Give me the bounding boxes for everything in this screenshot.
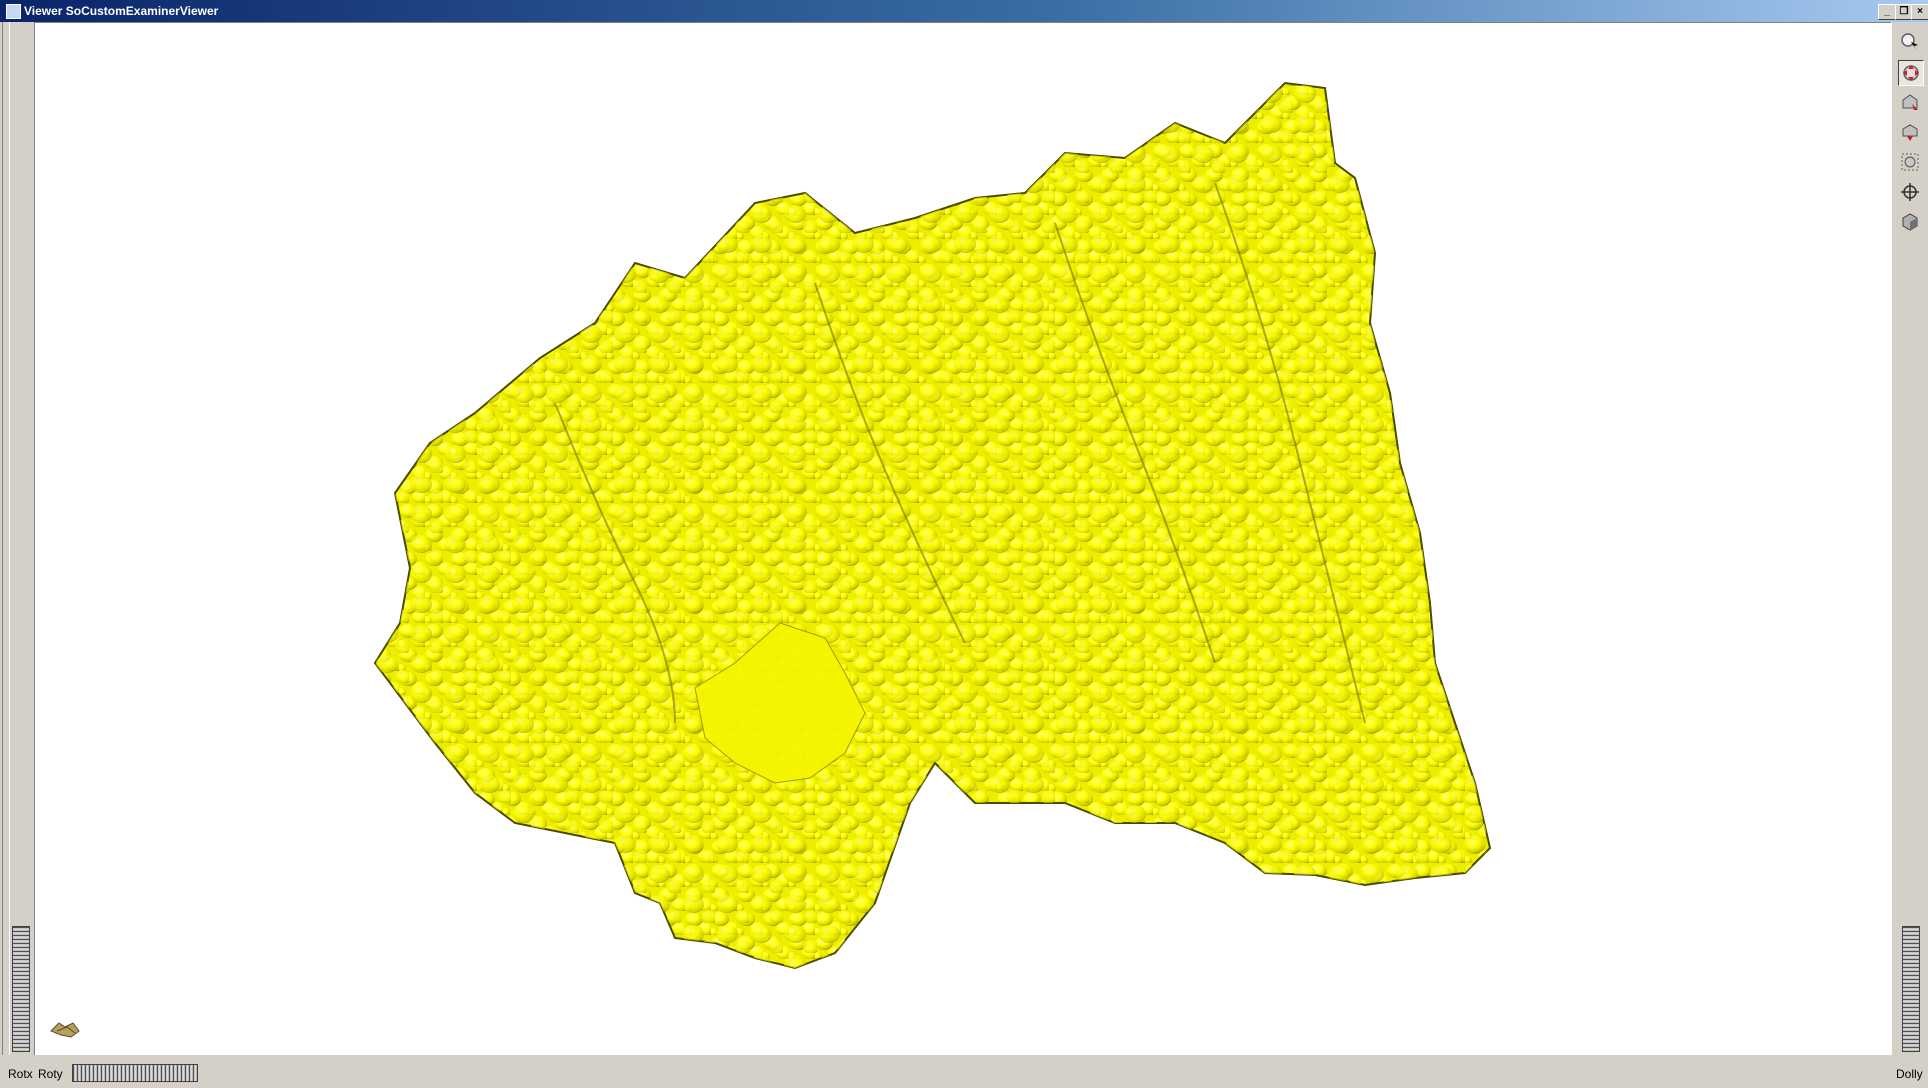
- left-panel-edge: [2, 22, 10, 1055]
- view-all-icon: [1901, 153, 1919, 171]
- roty-label: Roty: [38, 1067, 63, 1081]
- pick-mode-icon: [1901, 33, 1918, 51]
- home-button[interactable]: [1898, 90, 1922, 114]
- minimize-icon: _: [1884, 6, 1890, 17]
- restore-icon: ❐: [1899, 6, 1909, 17]
- close-icon: ×: [1917, 6, 1923, 17]
- axis-triad-icon: [50, 1022, 80, 1038]
- view-mode-icon: [1903, 65, 1919, 81]
- set-home-button[interactable]: [1898, 120, 1922, 144]
- rendered-surface: [50, 81, 1492, 1038]
- projection-button[interactable]: [1898, 210, 1922, 234]
- app-icon: [6, 4, 21, 19]
- seek-button[interactable]: [1898, 180, 1922, 204]
- dolly-label: Dolly: [1896, 1067, 1923, 1081]
- viewer-toolbar: [1891, 22, 1928, 1055]
- title-bar[interactable]: Viewer SoCustomExaminerViewer _ ❐ ×: [0, 0, 1928, 22]
- smooth-patch: [694, 622, 866, 784]
- seek-icon: [1901, 183, 1919, 201]
- left-panel: [0, 22, 34, 1055]
- home-icon: [1902, 94, 1918, 110]
- view-all-button[interactable]: [1898, 150, 1922, 174]
- rotx-thumbwheel[interactable]: [12, 926, 30, 1052]
- set-home-icon: [1902, 124, 1918, 141]
- pick-mode-button[interactable]: [1898, 30, 1922, 54]
- view-mode-button[interactable]: [1898, 60, 1924, 86]
- projection-icon: [1902, 213, 1918, 231]
- dolly-thumbwheel[interactable]: [1902, 926, 1920, 1052]
- 3d-viewport[interactable]: [34, 22, 1892, 1056]
- minimize-button[interactable]: _: [1878, 4, 1896, 20]
- rotx-label: Rotx: [8, 1067, 33, 1081]
- window-title: Viewer SoCustomExaminerViewer: [24, 4, 219, 18]
- bottom-bar: Rotx Roty Dolly: [0, 1055, 1928, 1088]
- roty-thumbwheel[interactable]: [72, 1064, 198, 1082]
- close-button[interactable]: ×: [1911, 4, 1928, 20]
